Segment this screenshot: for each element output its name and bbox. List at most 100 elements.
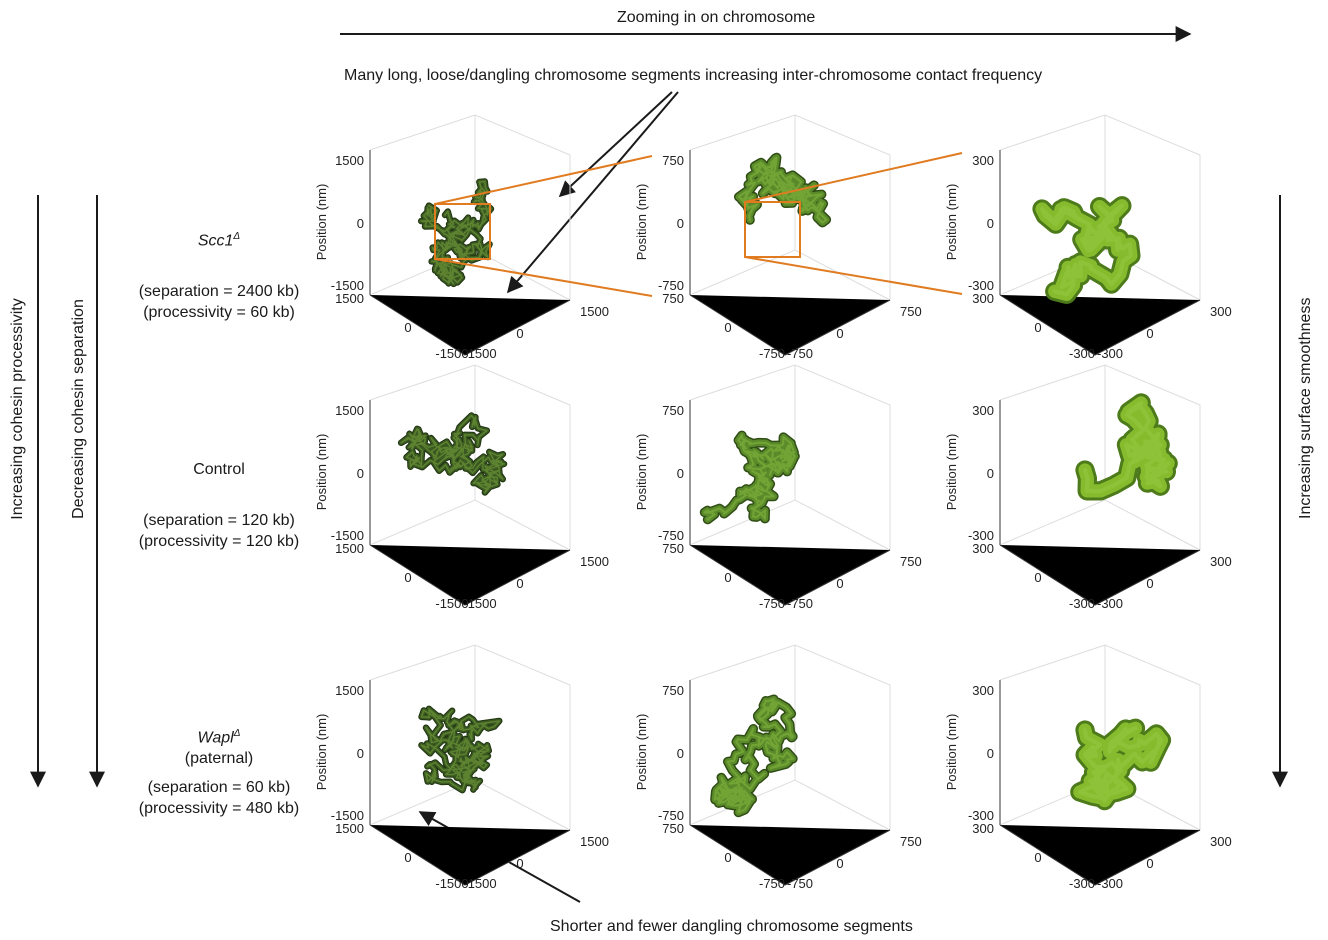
chromosome-render <box>397 412 508 496</box>
tick-label: -300 <box>1097 876 1123 891</box>
tick-label: 0 <box>1146 576 1153 591</box>
annotation-top: Many long, loose/dangling chromosome seg… <box>344 67 1043 84</box>
axis-label: Position (nm) <box>314 434 329 511</box>
tick-label: 0 <box>404 320 411 335</box>
tick-label: -750 <box>759 876 785 891</box>
axis-label: Position (nm) <box>634 184 649 261</box>
tick-label: 300 <box>1210 554 1232 569</box>
tick-label: 750 <box>662 153 684 168</box>
tick-label: 1500 <box>335 821 364 836</box>
chromosome-render <box>710 694 798 818</box>
tick-label: -750 <box>658 808 684 823</box>
tick-label: 1500 <box>335 541 364 556</box>
tick-label: 750 <box>662 821 684 836</box>
axis-label: Position (nm) <box>634 434 649 511</box>
chromosome-render <box>418 178 495 288</box>
tick-label: 0 <box>516 326 523 341</box>
tick-label: -300 <box>1069 596 1095 611</box>
tick-label: -750 <box>787 346 813 361</box>
tick-label: 0 <box>836 576 843 591</box>
tick-label: 750 <box>662 541 684 556</box>
tick-label: 1500 <box>335 683 364 698</box>
tick-label: 1500 <box>580 554 609 569</box>
tick-label: 300 <box>972 291 994 306</box>
condition-wapl: WaplΔ (paternal) (separation = 60 kb) (p… <box>138 728 300 818</box>
tick-label: 0 <box>1146 326 1153 341</box>
axis-label: Position (nm) <box>634 714 649 791</box>
zoom-box-2 <box>744 152 963 295</box>
tick-label: 1500 <box>580 304 609 319</box>
condition-control: Control (separation = 120 kb) (processiv… <box>138 461 300 550</box>
tick-label: 1500 <box>335 291 364 306</box>
tick-label: 1500 <box>335 153 364 168</box>
tick-label: -300 <box>1097 596 1123 611</box>
tick-label: 300 <box>1210 834 1232 849</box>
tick-label: 0 <box>987 216 994 231</box>
tick-label: 0 <box>516 576 523 591</box>
zoom-box-1 <box>434 155 653 297</box>
tick-label: 0 <box>404 850 411 865</box>
tick-label: -750 <box>658 278 684 293</box>
tick-label: 750 <box>900 304 922 319</box>
annotation-arrow-1 <box>558 91 673 198</box>
tick-label: -300 <box>1097 346 1123 361</box>
axis-label: Position (nm) <box>314 714 329 791</box>
chromosome-render <box>1070 718 1172 811</box>
annotation-arrow-2 <box>506 91 679 294</box>
zoom-arrow-label: Zooming in on chromosome <box>617 9 816 26</box>
tick-label: 0 <box>1146 856 1153 871</box>
right-axis-label: Increasing surface smoothness <box>1297 297 1314 519</box>
left-axis-label-2: Decreasing cohesin separation <box>70 299 87 519</box>
tick-label: 0 <box>357 466 364 481</box>
tick-label: -300 <box>1069 346 1095 361</box>
tick-label: 300 <box>972 541 994 556</box>
tick-label: 750 <box>662 403 684 418</box>
tick-label: 0 <box>836 856 843 871</box>
condition-scc1: Scc1Δ (separation = 2400 kb) (processivi… <box>138 231 300 322</box>
tick-label: -1500 <box>463 596 496 611</box>
axis-label: Position (nm) <box>944 184 959 261</box>
tick-label: -300 <box>968 278 994 293</box>
tick-label: 1500 <box>335 403 364 418</box>
chromosome-render <box>1032 196 1141 304</box>
tick-label: 1500 <box>580 834 609 849</box>
tick-label: 750 <box>662 683 684 698</box>
tick-label: 0 <box>677 466 684 481</box>
tick-label: 750 <box>900 834 922 849</box>
tick-label: -300 <box>968 808 994 823</box>
tick-label: 0 <box>1034 570 1041 585</box>
tick-label: -750 <box>787 876 813 891</box>
tick-label: -1500 <box>435 596 468 611</box>
tick-label: -1500 <box>435 876 468 891</box>
tick-label: 300 <box>972 683 994 698</box>
tick-label: 0 <box>677 216 684 231</box>
tick-label: 750 <box>662 291 684 306</box>
tick-label: 0 <box>724 320 731 335</box>
tick-label: 0 <box>724 570 731 585</box>
tick-label: 0 <box>516 856 523 871</box>
tick-label: 0 <box>404 570 411 585</box>
tick-label: -750 <box>759 346 785 361</box>
tick-label: 0 <box>677 746 684 761</box>
tick-label: 0 <box>357 216 364 231</box>
tick-label: 0 <box>987 746 994 761</box>
tick-label: 0 <box>987 466 994 481</box>
tick-label: -300 <box>1069 876 1095 891</box>
tick-label: 300 <box>972 821 994 836</box>
tick-label: 300 <box>972 403 994 418</box>
tick-label: 0 <box>1034 850 1041 865</box>
tick-label: 0 <box>357 746 364 761</box>
tick-label: 300 <box>1210 304 1232 319</box>
annotation-bottom: Shorter and fewer dangling chromosome se… <box>550 918 913 935</box>
tick-label: 300 <box>972 153 994 168</box>
axis-label: Position (nm) <box>314 184 329 261</box>
tick-label: -1500 <box>463 876 496 891</box>
